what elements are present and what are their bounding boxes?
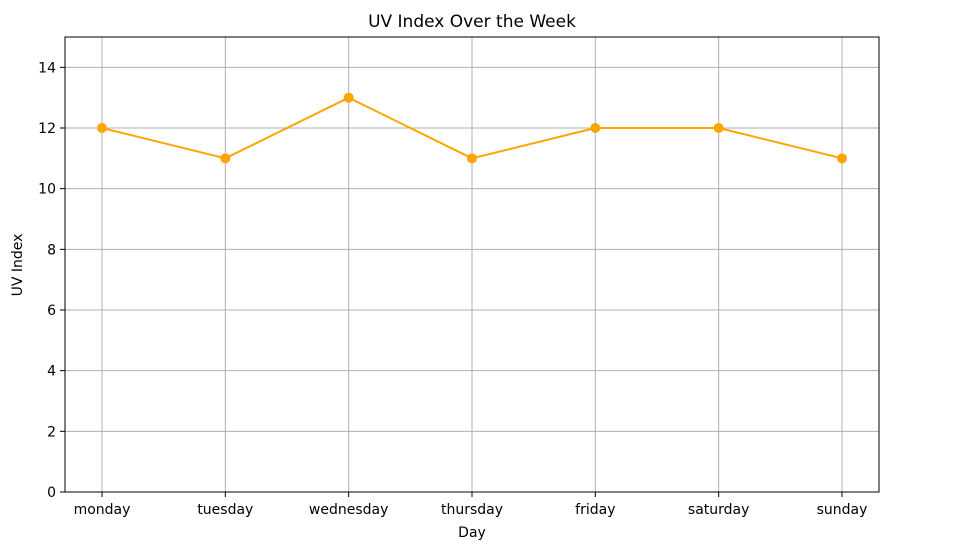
series-layer: [97, 92, 847, 164]
grid-lines: [65, 37, 879, 493]
x-tick-label: sunday: [817, 502, 868, 518]
y-tick-label: 2: [47, 424, 56, 440]
y-axis-label: UV Index: [10, 234, 26, 297]
y-tick-label: 8: [47, 242, 56, 258]
x-axis: monday tuesday wednesday thursday friday satu…: [74, 492, 868, 518]
x-tick-label: tuesday: [197, 502, 253, 518]
x-axis-label: Day: [458, 525, 486, 541]
x-tick-label: wednesday: [309, 502, 388, 518]
x-tick-label: monday: [74, 502, 131, 518]
data-point-tuesday: [220, 153, 231, 164]
y-tick-label: 0: [47, 485, 56, 501]
data-point-friday: [590, 123, 601, 133]
data-point-wednesday: [343, 92, 354, 103]
x-tick-label: friday: [575, 502, 615, 518]
y-tick-label: 4: [47, 364, 56, 380]
data-point-monday: [97, 123, 107, 133]
y-tick-label: 6: [47, 303, 56, 319]
x-tick-label: thursday: [441, 502, 503, 518]
data-point-thursday: [467, 153, 477, 164]
y-tick-label: 12: [38, 121, 56, 137]
chart-title: UV Index Over the Week: [368, 12, 576, 32]
y-tick-label: 10: [38, 182, 56, 198]
data-point-sunday: [837, 153, 847, 164]
y-axis: 0 2 4 6 8 10 12 14: [38, 60, 65, 501]
y-tick-label: 14: [38, 60, 56, 76]
data-point-saturday: [713, 123, 724, 133]
x-tick-label: saturday: [688, 502, 750, 518]
